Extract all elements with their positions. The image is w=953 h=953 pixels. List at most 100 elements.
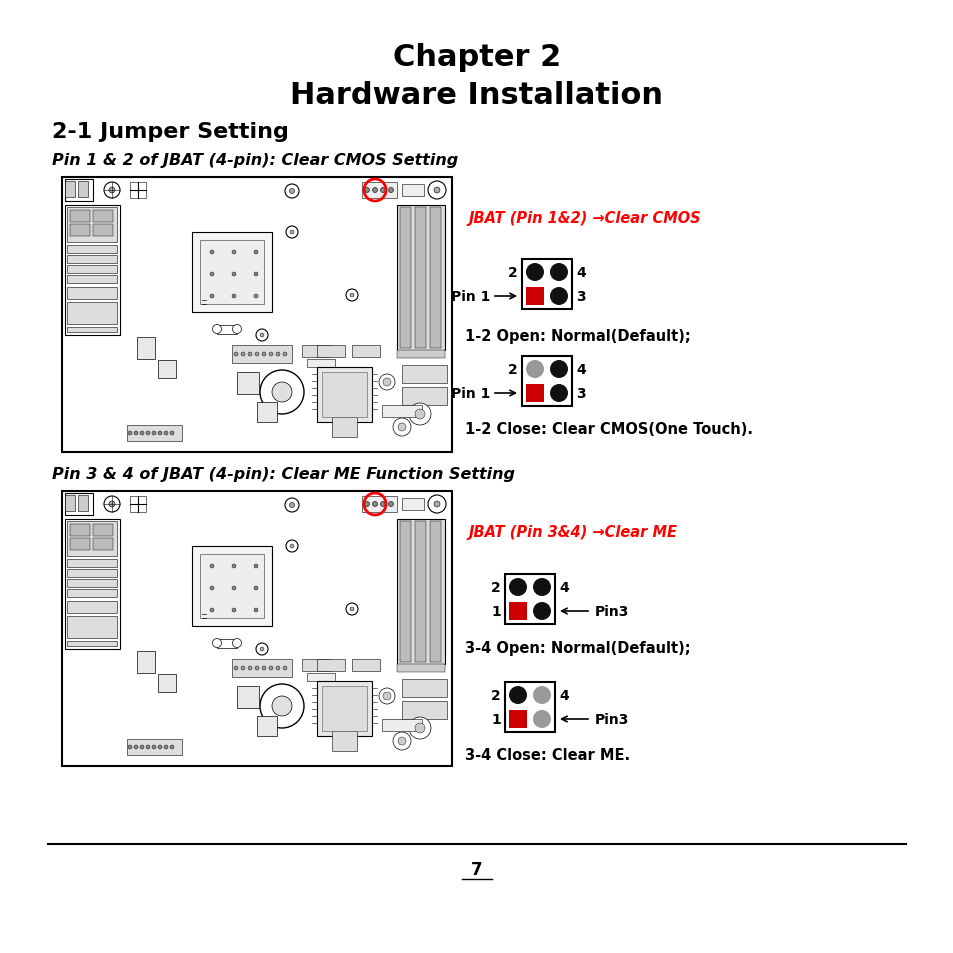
Text: 3: 3 bbox=[576, 290, 585, 304]
Circle shape bbox=[210, 608, 213, 613]
Circle shape bbox=[525, 360, 543, 378]
Circle shape bbox=[109, 501, 115, 507]
Circle shape bbox=[260, 647, 264, 651]
Circle shape bbox=[550, 288, 567, 306]
Circle shape bbox=[232, 564, 235, 568]
Bar bbox=[521, 356, 572, 407]
Bar bbox=[70, 524, 90, 537]
Circle shape bbox=[409, 403, 431, 426]
Bar bbox=[401, 366, 447, 384]
Bar bbox=[525, 288, 543, 306]
Bar bbox=[67, 208, 117, 243]
Bar bbox=[67, 569, 117, 578]
Circle shape bbox=[232, 251, 235, 254]
Circle shape bbox=[533, 578, 551, 597]
Circle shape bbox=[133, 745, 138, 749]
Circle shape bbox=[397, 423, 406, 432]
Bar bbox=[352, 346, 379, 357]
Bar bbox=[316, 659, 345, 671]
Text: 2: 2 bbox=[508, 363, 517, 376]
Bar bbox=[396, 351, 444, 358]
Bar bbox=[65, 180, 92, 202]
Bar bbox=[158, 360, 175, 378]
Circle shape bbox=[255, 643, 268, 656]
Bar bbox=[332, 417, 356, 437]
Bar bbox=[322, 373, 367, 417]
Circle shape bbox=[232, 273, 235, 276]
Circle shape bbox=[269, 666, 273, 670]
Bar bbox=[65, 519, 120, 649]
Bar bbox=[67, 589, 117, 598]
Bar bbox=[200, 555, 264, 618]
Bar bbox=[236, 686, 258, 708]
Circle shape bbox=[170, 745, 173, 749]
Bar bbox=[509, 710, 526, 728]
Bar bbox=[381, 406, 421, 417]
Bar bbox=[67, 521, 117, 557]
Circle shape bbox=[254, 666, 258, 670]
Circle shape bbox=[380, 502, 385, 507]
Text: Chapter 2: Chapter 2 bbox=[393, 44, 560, 72]
Text: 2: 2 bbox=[491, 688, 500, 702]
Circle shape bbox=[253, 273, 257, 276]
Bar bbox=[316, 346, 345, 357]
Circle shape bbox=[272, 382, 292, 402]
Circle shape bbox=[378, 375, 395, 391]
Bar bbox=[192, 233, 272, 313]
Bar bbox=[67, 617, 117, 639]
Bar bbox=[396, 519, 444, 664]
Circle shape bbox=[509, 578, 526, 597]
Circle shape bbox=[146, 745, 150, 749]
Bar bbox=[525, 385, 543, 402]
Circle shape bbox=[509, 686, 526, 704]
Circle shape bbox=[533, 710, 551, 728]
Circle shape bbox=[210, 586, 213, 590]
Circle shape bbox=[260, 334, 264, 337]
Bar bbox=[256, 402, 276, 422]
Bar bbox=[316, 681, 372, 737]
Bar bbox=[67, 328, 117, 333]
Circle shape bbox=[289, 503, 294, 508]
Bar bbox=[381, 720, 421, 731]
Circle shape bbox=[378, 688, 395, 704]
Bar bbox=[415, 521, 426, 662]
Circle shape bbox=[393, 732, 411, 750]
Bar bbox=[504, 682, 555, 732]
Circle shape bbox=[350, 607, 354, 612]
Bar bbox=[92, 211, 112, 223]
Circle shape bbox=[550, 385, 567, 402]
Bar bbox=[127, 740, 182, 755]
Circle shape bbox=[269, 353, 273, 356]
Circle shape bbox=[233, 353, 237, 356]
Circle shape bbox=[248, 666, 252, 670]
Circle shape bbox=[210, 564, 213, 568]
Circle shape bbox=[248, 353, 252, 356]
Circle shape bbox=[434, 501, 439, 507]
Bar bbox=[504, 575, 555, 624]
Bar bbox=[401, 498, 423, 511]
Circle shape bbox=[364, 502, 369, 507]
Circle shape bbox=[393, 418, 411, 436]
Circle shape bbox=[397, 738, 406, 745]
Circle shape bbox=[286, 227, 297, 239]
Bar bbox=[307, 359, 335, 368]
Bar bbox=[332, 731, 356, 751]
Bar bbox=[192, 546, 272, 626]
Circle shape bbox=[158, 432, 162, 436]
Bar bbox=[65, 496, 75, 512]
Circle shape bbox=[409, 718, 431, 740]
Circle shape bbox=[283, 353, 287, 356]
Text: 4: 4 bbox=[558, 580, 568, 595]
Text: Pin3: Pin3 bbox=[595, 604, 629, 618]
Text: 3: 3 bbox=[576, 387, 585, 400]
Circle shape bbox=[140, 432, 144, 436]
Text: Pin 1: Pin 1 bbox=[450, 387, 490, 400]
Bar bbox=[130, 497, 146, 513]
Circle shape bbox=[140, 745, 144, 749]
Bar bbox=[430, 208, 440, 349]
Bar bbox=[216, 326, 236, 335]
Circle shape bbox=[388, 189, 393, 193]
Bar bbox=[307, 673, 335, 681]
Bar bbox=[70, 538, 90, 551]
Bar bbox=[70, 211, 90, 223]
